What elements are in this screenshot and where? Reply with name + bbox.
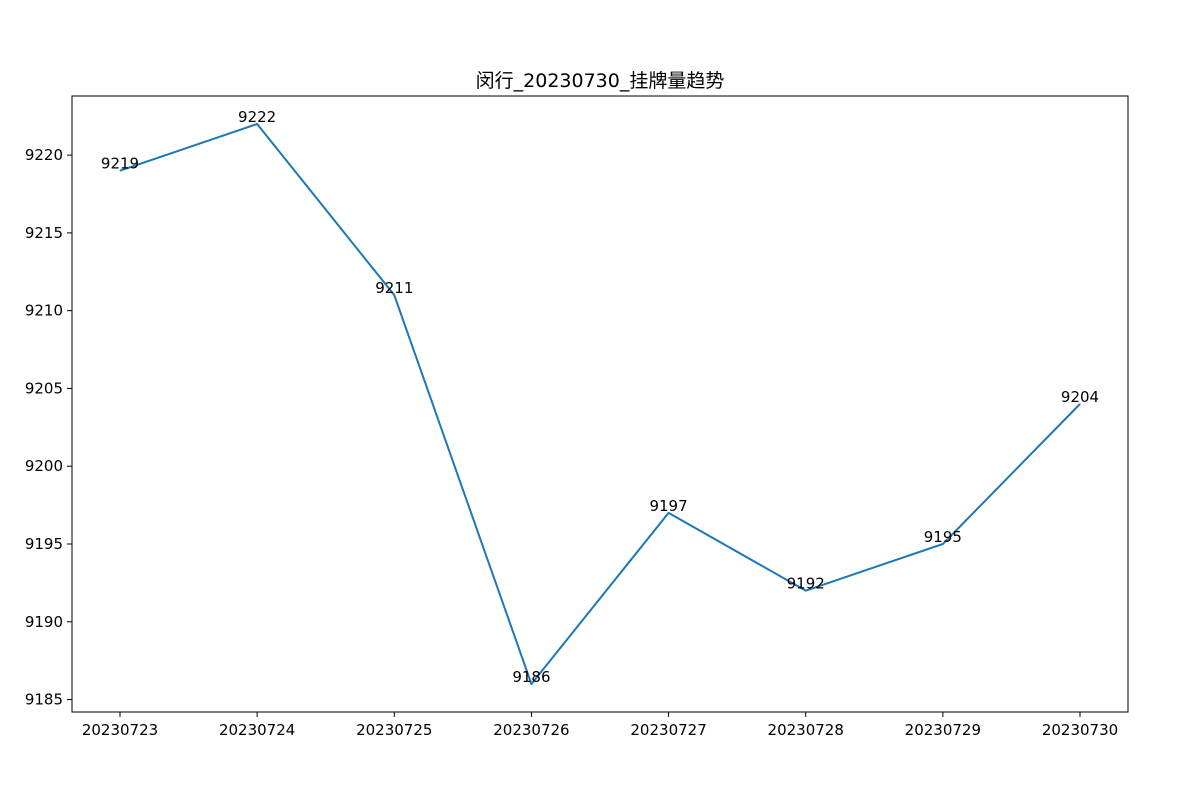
data-label: 9197 — [649, 497, 687, 515]
x-axis: 20230723 20230724 20230725 20230726 20230727… — [82, 712, 1118, 739]
y-tick-label: 9215 — [25, 224, 63, 242]
data-label: 9192 — [787, 575, 825, 593]
x-tick-label: 20230727 — [630, 721, 706, 739]
data-point — [668, 512, 670, 514]
plot-area: 9219 9222 9211 9186 9197 9192 9195 9204 — [101, 108, 1099, 686]
data-point — [805, 590, 807, 592]
y-tick-label: 9205 — [25, 379, 63, 397]
x-tick-label: 20230730 — [1042, 721, 1118, 739]
x-tick-label: 20230729 — [905, 721, 981, 739]
data-point — [530, 683, 532, 685]
data-point — [256, 123, 258, 125]
x-tick-label: 20230726 — [493, 721, 569, 739]
data-label: 9219 — [101, 155, 139, 173]
data-label: 9195 — [924, 528, 962, 546]
y-tick-label: 9185 — [25, 691, 63, 709]
data-point — [1079, 403, 1081, 405]
data-point — [393, 294, 395, 296]
data-point — [119, 170, 121, 172]
y-tick-label: 9200 — [25, 457, 63, 475]
y-tick-label: 9220 — [25, 146, 63, 164]
x-tick-label: 20230724 — [219, 721, 295, 739]
data-label: 9204 — [1061, 388, 1099, 406]
data-point — [942, 543, 944, 545]
x-tick-label: 20230723 — [82, 721, 158, 739]
axes-frame — [71, 95, 1129, 713]
y-tick-label: 9210 — [25, 302, 63, 320]
x-tick-label: 20230728 — [768, 721, 844, 739]
x-tick-label: 20230725 — [356, 721, 432, 739]
data-label: 9211 — [375, 279, 413, 297]
y-tick-label: 9190 — [25, 613, 63, 631]
y-tick-label: 9195 — [25, 535, 63, 553]
series-line — [119, 123, 1081, 685]
data-label: 9186 — [512, 668, 550, 686]
data-label: 9222 — [238, 108, 276, 126]
chart-title: 闵行_20230730_挂牌量趋势 — [476, 70, 725, 92]
y-axis: 9185 9190 9195 9200 9205 9210 9215 9220 — [25, 146, 72, 709]
